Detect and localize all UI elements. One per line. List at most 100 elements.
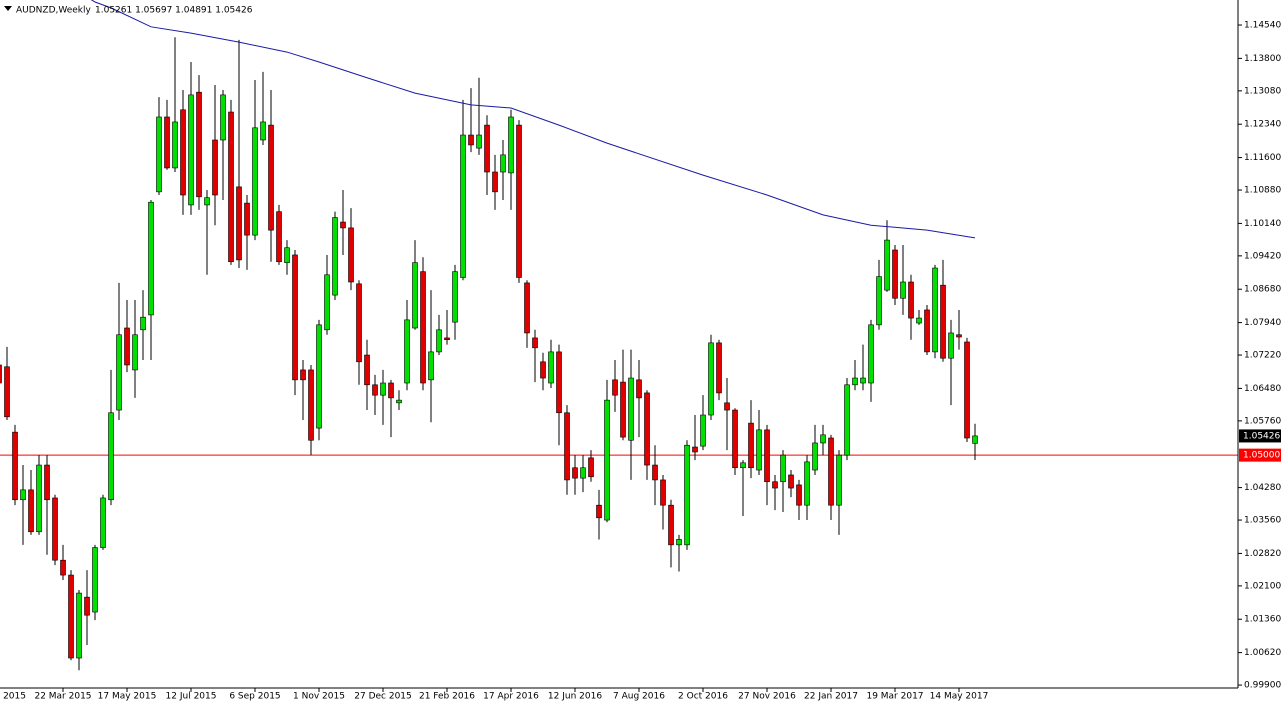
candle-body xyxy=(852,377,858,386)
candle-body xyxy=(4,366,10,418)
candle-body xyxy=(636,379,642,399)
candle-body xyxy=(620,381,626,438)
x-tick-label: 22 Jan 2017 xyxy=(804,692,858,702)
candle-body xyxy=(228,111,234,263)
candle-body xyxy=(884,239,890,291)
candle-body xyxy=(68,574,74,659)
candle-body xyxy=(572,467,578,479)
candle-body xyxy=(36,464,42,533)
x-tick-label: 17 Apr 2016 xyxy=(483,692,539,702)
candle-body xyxy=(92,547,98,613)
candle-body xyxy=(956,334,962,338)
candle-body xyxy=(716,342,722,394)
candle-body xyxy=(348,227,354,283)
candle-body xyxy=(724,402,730,411)
candle-body xyxy=(220,94,226,141)
candle-body xyxy=(740,462,746,469)
candle-body xyxy=(356,283,362,363)
candle-body xyxy=(692,446,698,453)
candle-body xyxy=(284,247,290,263)
y-tick-label: 1.06480 xyxy=(1244,384,1281,394)
candle-body xyxy=(212,139,218,196)
y-tick-label: 1.10880 xyxy=(1244,186,1281,196)
candle-body xyxy=(100,497,106,548)
candle-body xyxy=(676,539,682,546)
y-tick-label: 1.01360 xyxy=(1244,615,1281,625)
y-tick-label: 1.07940 xyxy=(1244,318,1281,328)
candle-body xyxy=(396,399,402,404)
candle-body xyxy=(532,337,538,349)
candle-body xyxy=(484,124,490,173)
candle-body xyxy=(44,464,50,501)
candle-body xyxy=(444,337,450,341)
x-tick-label: 17 May 2015 xyxy=(98,692,157,702)
last-price-box xyxy=(1239,429,1281,443)
candle-body xyxy=(452,271,458,323)
candle-body xyxy=(132,334,138,371)
hline-price-label: 1.05000 xyxy=(1243,451,1280,461)
candle-body xyxy=(236,186,242,261)
candle-body xyxy=(12,431,18,501)
candle-body xyxy=(180,109,186,196)
candle-body xyxy=(932,267,938,353)
x-tick-label: 27 Dec 2015 xyxy=(354,692,412,702)
candle-body xyxy=(436,329,442,353)
candle-body xyxy=(516,124,522,278)
candle-body xyxy=(420,271,426,384)
candle-body xyxy=(476,134,482,149)
y-tick-label: 1.07220 xyxy=(1244,351,1281,361)
chart-title: AUDNZD,Weekly xyxy=(16,6,92,16)
x-tick-label: 14 May 2017 xyxy=(930,692,989,702)
candle-body xyxy=(84,596,90,616)
y-tick-label: 1.10140 xyxy=(1244,219,1281,229)
candle-body xyxy=(668,504,674,546)
y-tick-label: 1.02820 xyxy=(1244,549,1281,559)
candle-body xyxy=(124,327,130,366)
candle-body xyxy=(204,197,210,206)
x-tick-label: 2 Oct 2016 xyxy=(678,692,728,702)
candle-body xyxy=(260,121,266,141)
y-tick-label: 1.12340 xyxy=(1244,120,1281,130)
candle-body xyxy=(964,341,970,439)
candle-body xyxy=(644,392,650,466)
candle-body xyxy=(756,429,762,471)
candle-body xyxy=(116,334,122,411)
candle-body xyxy=(404,319,410,384)
candle-body xyxy=(908,281,914,319)
hline-price-box xyxy=(1239,448,1281,462)
candle-body xyxy=(508,116,514,174)
x-tick-label: 6 Sep 2015 xyxy=(229,692,280,702)
candle-body xyxy=(524,282,530,334)
candle-body xyxy=(28,489,34,533)
candle-body xyxy=(340,221,346,229)
candle-body xyxy=(468,134,474,146)
y-tick-label: 1.05760 xyxy=(1244,416,1281,426)
y-tick-label: 1.13080 xyxy=(1244,86,1281,96)
candle-body xyxy=(60,559,66,576)
candle-body xyxy=(556,351,562,414)
candle-body xyxy=(772,481,778,489)
y-tick-label: 1.00620 xyxy=(1244,648,1281,658)
candle-body xyxy=(540,361,546,379)
candle-body xyxy=(460,134,466,278)
candle-body xyxy=(796,484,802,506)
candle-body xyxy=(876,276,882,326)
candle-body xyxy=(652,464,658,481)
candle-body xyxy=(564,412,570,481)
candle-body xyxy=(500,154,506,173)
candle-body xyxy=(364,354,370,386)
x-tick-label: 12 Jun 2016 xyxy=(548,692,602,702)
candle-body xyxy=(892,249,898,299)
candle-body xyxy=(844,384,850,456)
candle-body xyxy=(612,379,618,396)
menu-icon[interactable] xyxy=(4,6,12,11)
candle-body xyxy=(300,369,306,381)
candle-body xyxy=(268,124,274,231)
candle-body xyxy=(148,201,154,316)
candle-body xyxy=(748,422,754,469)
candle-body xyxy=(380,382,386,396)
candle-body xyxy=(820,434,826,444)
y-tick-label: 1.04280 xyxy=(1244,483,1281,493)
x-tick-label: 21 Feb 2016 xyxy=(419,692,475,702)
